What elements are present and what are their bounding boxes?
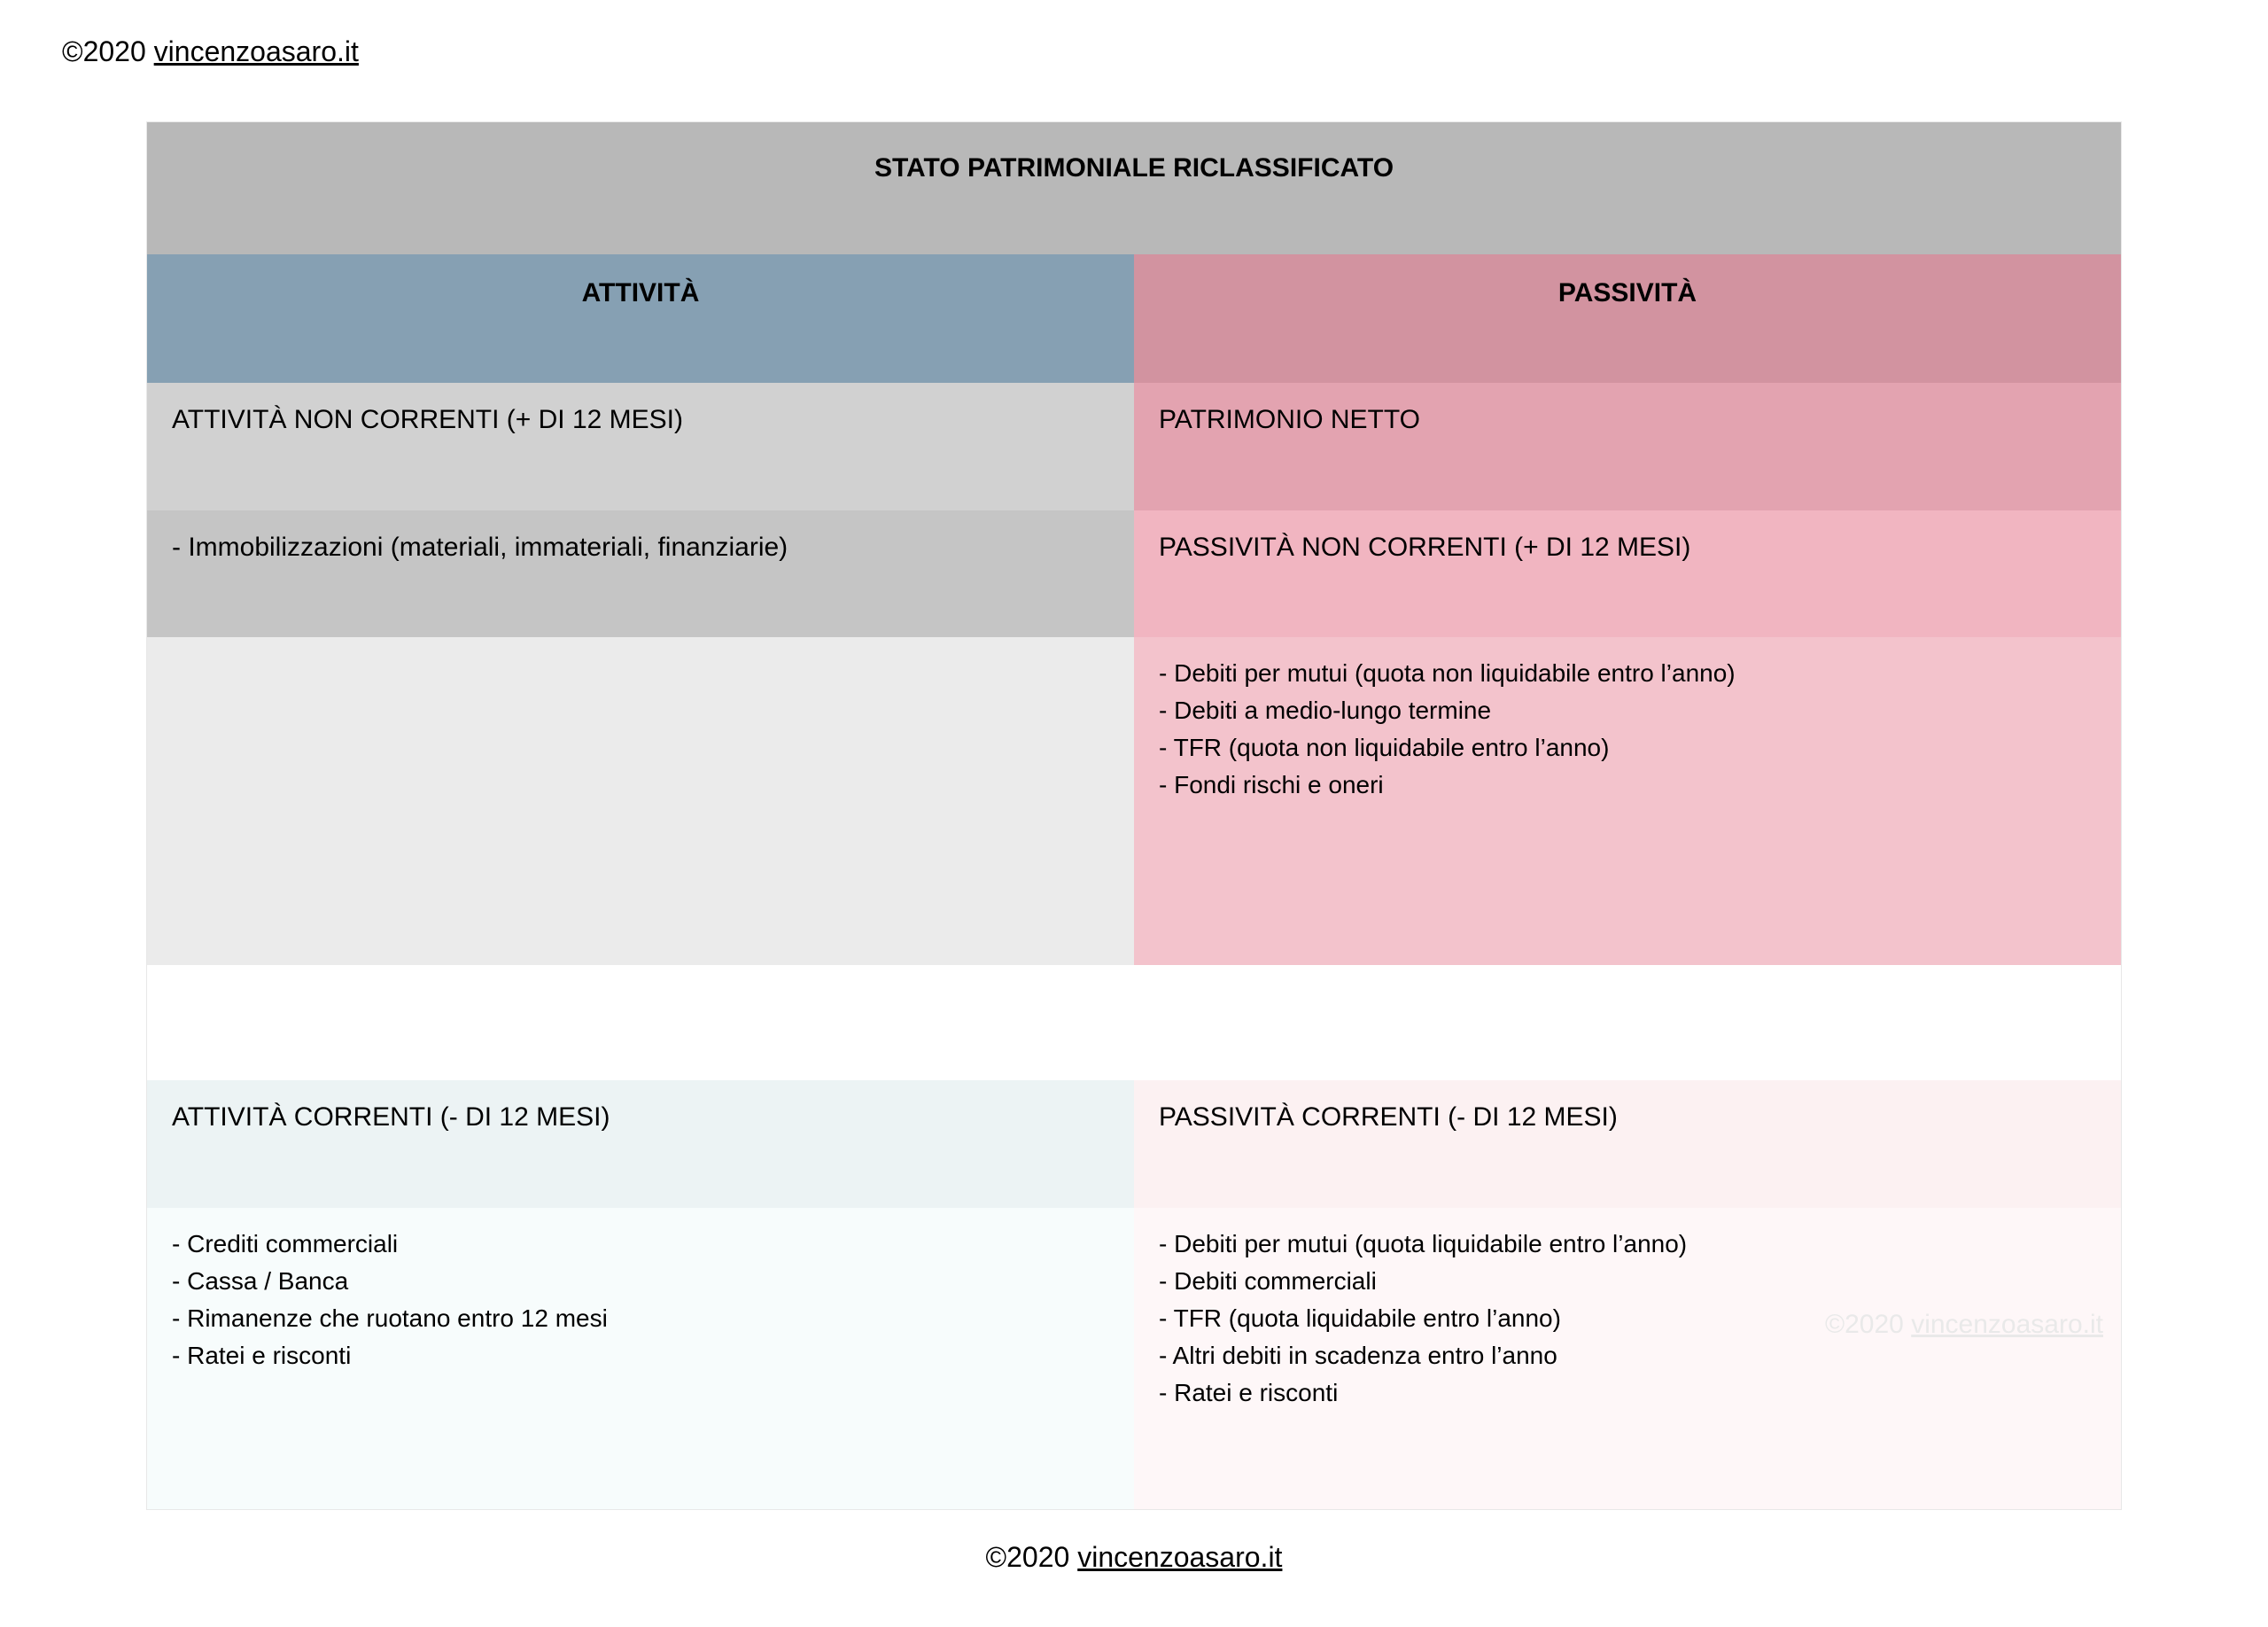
copyright-bottom: ©2020 vincenzoasaro.it bbox=[53, 1541, 2215, 1574]
right-column-header: PASSIVITÀ bbox=[1134, 254, 2121, 384]
copyright-top: ©2020 vincenzoasaro.it bbox=[62, 35, 2215, 68]
table-row: ATTIVITÀ NON CORRENTI (+ DI 12 MESI) PAT… bbox=[147, 383, 2121, 510]
table-row: - Debiti per mutui (quota non liquidabil… bbox=[147, 637, 2121, 965]
spacer-cell bbox=[1134, 965, 2121, 1080]
left-detail-block bbox=[147, 637, 1134, 965]
copyright-site-link[interactable]: vincenzoasaro.it bbox=[1077, 1541, 1282, 1573]
left-column-header: ATTIVITÀ bbox=[147, 254, 1134, 384]
table-title-row: STATO PATRIMONIALE RICLASSIFICATO bbox=[147, 122, 2121, 254]
table-row: - Immobilizzazioni (materiali, immateria… bbox=[147, 510, 2121, 638]
copyright-prefix: ©2020 bbox=[986, 1541, 1078, 1573]
table-row: ATTIVITÀ CORRENTI (- DI 12 MESI) PASSIVI… bbox=[147, 1080, 2121, 1208]
balance-sheet-table: STATO PATRIMONIALE RICLASSIFICATO ATTIVI… bbox=[146, 121, 2122, 1510]
copyright-prefix: ©2020 bbox=[62, 35, 154, 67]
left-detail-block: - Crediti commerciali- Cassa / Banca- Ri… bbox=[147, 1208, 1134, 1509]
left-section-heading: ATTIVITÀ NON CORRENTI (+ DI 12 MESI) bbox=[147, 383, 1134, 510]
right-section-heading: PATRIMONIO NETTO bbox=[1134, 383, 2121, 510]
table-row: - Crediti commerciali- Cassa / Banca- Ri… bbox=[147, 1208, 2121, 1509]
spacer-cell bbox=[147, 965, 1134, 1080]
right-detail-block: - Debiti per mutui (quota liquidabile en… bbox=[1134, 1208, 2121, 1509]
copyright-site-link[interactable]: vincenzoasaro.it bbox=[154, 35, 359, 67]
left-detail: - Immobilizzazioni (materiali, immateria… bbox=[147, 510, 1134, 638]
right-section-heading: PASSIVITÀ NON CORRENTI (+ DI 12 MESI) bbox=[1134, 510, 2121, 638]
right-section-heading: PASSIVITÀ CORRENTI (- DI 12 MESI) bbox=[1134, 1080, 2121, 1208]
column-header-row: ATTIVITÀ PASSIVITÀ bbox=[147, 254, 2121, 384]
right-detail-block: - Debiti per mutui (quota non liquidabil… bbox=[1134, 637, 2121, 965]
table-spacer-row bbox=[147, 965, 2121, 1080]
table-title: STATO PATRIMONIALE RICLASSIFICATO bbox=[147, 122, 2121, 254]
left-section-heading: ATTIVITÀ CORRENTI (- DI 12 MESI) bbox=[147, 1080, 1134, 1208]
